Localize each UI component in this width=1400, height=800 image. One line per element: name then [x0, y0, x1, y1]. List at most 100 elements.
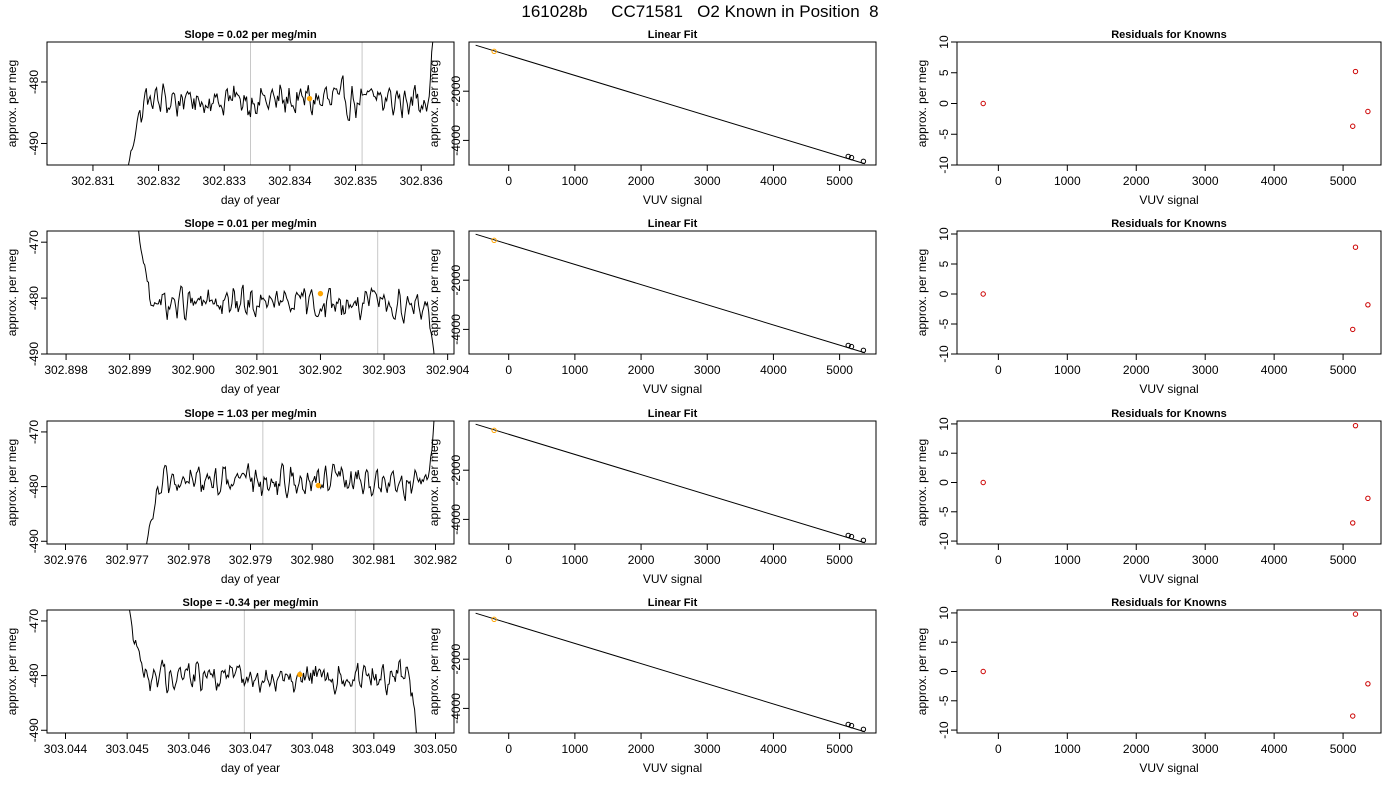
data-point [845, 153, 851, 160]
y-tick-label: -490 [27, 529, 41, 553]
y-tick-label: -2000 [449, 455, 463, 486]
y-tick-label: -480 [27, 70, 41, 94]
y-tick-label: 0 [937, 479, 951, 486]
y-axis-label: approx. per meg [427, 439, 441, 526]
panel-3-3: Residuals for Knowns 0 1000 2000 3000 4000 500… [915, 408, 1382, 586]
data-point [848, 533, 855, 540]
panel-4-2: Linear Fit 0 1000 2000 3000 4000 5000 -2000 -400… [427, 597, 877, 775]
x-tick-label: 5000 [1330, 363, 1357, 377]
data-point [980, 100, 986, 107]
data-point [980, 668, 986, 675]
panel-1-2: Linear Fit 0 1000 2000 3000 4000 5000 -2000 -400… [427, 29, 877, 207]
panel-3-1: Slope = 1.03 per meg/min 302.976 302.977 30… [5, 408, 458, 586]
y-tick-label: -10 [937, 721, 951, 739]
plot-area [980, 244, 1371, 333]
x-axis-label: VUV signal [643, 193, 702, 207]
x-tick-label: 1000 [1054, 174, 1081, 188]
y-tick-label: 5 [937, 260, 951, 267]
fit-line [475, 423, 865, 544]
series-line [127, 42, 434, 165]
y-tick-label: -490 [27, 342, 41, 366]
y-axis-label: approx. per meg [427, 628, 441, 715]
data-point [845, 342, 851, 349]
y-tick-label: -4000 [449, 314, 463, 345]
panel-title: Slope = 0.02 per meg/min [184, 29, 317, 41]
y-tick-label: -490 [27, 718, 41, 742]
plot-area [475, 233, 867, 354]
x-axis-label: day of year [221, 193, 280, 207]
plot-frame [468, 420, 877, 545]
data-point [848, 154, 855, 161]
y-axis-label: approx. per meg [5, 249, 19, 336]
y-tick-label: -2000 [449, 265, 463, 296]
x-tick-label: 3000 [1192, 553, 1219, 567]
panel-title: Slope = 1.03 per meg/min [184, 408, 317, 420]
x-tick-label: 2000 [1123, 742, 1150, 756]
y-tick-label: 10 [937, 606, 951, 620]
x-tick-label: 303.050 [414, 742, 458, 756]
x-tick-label: 1000 [562, 363, 589, 377]
plot-frame [956, 230, 1382, 355]
x-tick-label: 302.899 [108, 363, 152, 377]
data-point [491, 237, 497, 244]
x-tick-label: 4000 [760, 363, 787, 377]
y-tick-label: -490 [27, 131, 41, 155]
x-tick-label: 302.976 [44, 553, 88, 567]
x-tick-label: 302.982 [414, 553, 458, 567]
x-tick-label: 303.049 [352, 742, 396, 756]
y-tick-label: 0 [937, 668, 951, 675]
known-point [297, 671, 303, 678]
x-tick-label: 303.046 [167, 742, 211, 756]
x-tick-label: 303.045 [105, 742, 149, 756]
y-tick-label: -480 [27, 286, 41, 310]
panel-title: Residuals for Knowns [1111, 597, 1227, 609]
data-point [1352, 611, 1359, 617]
x-tick-label: 3000 [694, 553, 721, 567]
x-axis-label: VUV signal [643, 572, 702, 586]
plot-area [980, 422, 1371, 526]
y-tick-label: 10 [937, 417, 951, 431]
y-tick-label: -5 [937, 695, 951, 706]
x-tick-label: 2000 [1123, 363, 1150, 377]
plot-frame [468, 230, 877, 355]
x-tick-label: 302.835 [334, 174, 378, 188]
y-axis-label: approx. per meg [915, 628, 929, 715]
data-point [1352, 422, 1359, 429]
x-tick-label: 4000 [1261, 742, 1288, 756]
y-axis-label: approx. per meg [915, 249, 929, 336]
data-point [860, 537, 867, 544]
x-tick-label: 0 [995, 174, 1002, 188]
x-tick-label: 0 [995, 363, 1002, 377]
x-tick-label: 303.048 [290, 742, 334, 756]
data-point [1365, 495, 1371, 502]
x-tick-label: 2000 [628, 742, 655, 756]
x-tick-label: 0 [505, 553, 512, 567]
data-point [848, 343, 855, 350]
x-tick-label: 1000 [1054, 742, 1081, 756]
y-axis-label: approx. per meg [427, 60, 441, 147]
x-tick-label: 0 [505, 742, 512, 756]
x-axis-label: day of year [221, 382, 280, 396]
y-tick-label: -4000 [449, 504, 463, 535]
x-tick-label: 302.903 [362, 363, 406, 377]
data-point [491, 616, 497, 623]
x-tick-label: 5000 [826, 363, 853, 377]
x-tick-label: 302.900 [172, 363, 216, 377]
y-axis-label: approx. per meg [915, 60, 929, 147]
x-axis-label: VUV signal [1139, 382, 1198, 396]
known-point [317, 290, 324, 297]
x-tick-label: 302.979 [229, 553, 273, 567]
data-point [860, 158, 867, 165]
y-tick-label: -470 [27, 230, 41, 254]
known-point [306, 95, 313, 102]
panel-title: Slope = 0.01 per meg/min [184, 218, 317, 230]
data-point [1352, 244, 1359, 250]
plot-area [980, 68, 1371, 129]
x-axis-label: VUV signal [1139, 193, 1198, 207]
plot-area [475, 612, 867, 733]
x-tick-label: 4000 [760, 174, 787, 188]
x-tick-label: 302.980 [290, 553, 334, 567]
y-axis-label: approx. per meg [5, 439, 19, 526]
x-tick-label: 1000 [1054, 363, 1081, 377]
